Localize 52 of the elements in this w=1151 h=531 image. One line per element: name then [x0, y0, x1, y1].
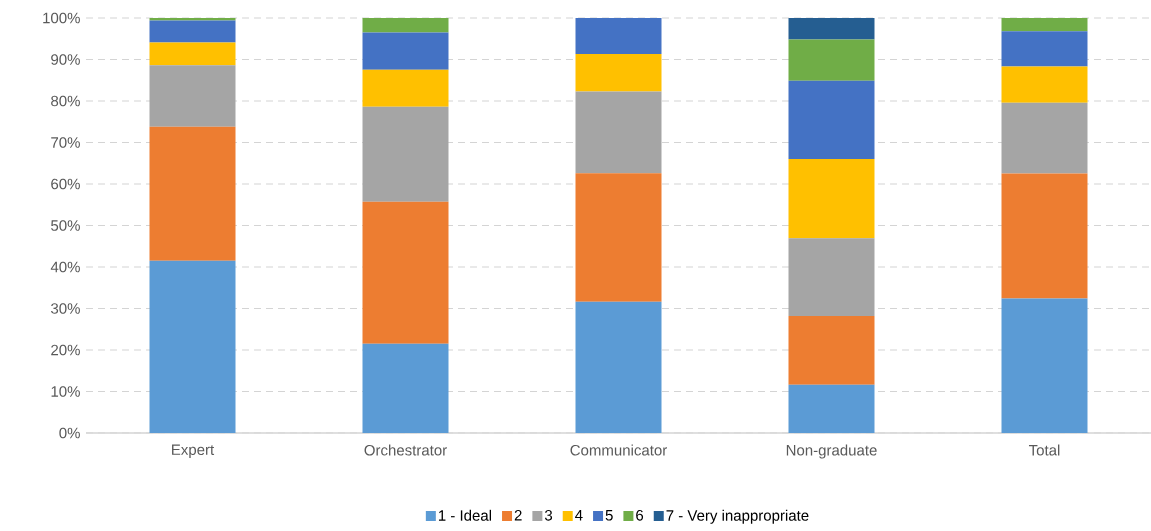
bar	[788, 238, 875, 316]
bar	[1001, 102, 1088, 174]
bar	[362, 69, 449, 107]
bar	[362, 343, 449, 433]
y-tick-label: 20%	[51, 344, 80, 356]
bar	[788, 159, 875, 239]
bar	[149, 65, 236, 127]
bar	[788, 39, 875, 81]
bar	[362, 18, 449, 33]
legend-label: 5	[605, 510, 613, 521]
bar	[788, 18, 875, 40]
y-tick-label: 40%	[50, 261, 80, 273]
bar	[149, 20, 236, 43]
bar	[149, 42, 236, 66]
bar	[788, 315, 875, 385]
y-tick-label: 0%	[59, 427, 80, 439]
bar	[362, 32, 449, 70]
bar	[1001, 298, 1088, 433]
bar	[362, 106, 449, 202]
y-tick-label: 50%	[51, 220, 80, 231]
legend-label: 4	[575, 510, 583, 521]
bar	[1001, 31, 1088, 67]
x-tick-label: Expert	[172, 444, 215, 458]
bar	[575, 173, 662, 302]
bar	[362, 201, 449, 344]
x-tick-label: Non-graduate	[786, 444, 877, 459]
legend-label: 3	[544, 510, 553, 521]
bar	[1001, 66, 1088, 103]
bar	[575, 54, 662, 92]
y-tick-label: 30%	[51, 303, 80, 314]
bar	[149, 126, 236, 261]
legend-label: 1 - Ideal	[438, 509, 492, 521]
bar	[788, 384, 875, 433]
y-tick-label: 90%	[51, 54, 80, 65]
bar	[149, 260, 236, 433]
bar	[1001, 18, 1088, 32]
x-tick-label: Communicator	[570, 444, 667, 456]
legend-label: 2	[514, 510, 522, 521]
bar	[575, 18, 662, 55]
x-tick-label: Orchestrator	[364, 444, 447, 456]
y-tick-label: 70%	[51, 137, 80, 148]
y-tick-label: 80%	[51, 95, 80, 107]
y-tick-label: 10%	[51, 386, 80, 397]
y-tick-label: 60%	[51, 178, 80, 190]
y-tick-label: 100%	[43, 12, 80, 24]
bar	[575, 91, 662, 174]
bar	[788, 80, 875, 160]
legend-label: 6	[636, 510, 644, 521]
legend-label: 7 - Very inappropriate	[666, 509, 809, 524]
bar	[1001, 173, 1088, 299]
x-tick-label: Total	[1028, 444, 1060, 456]
bar	[575, 301, 662, 433]
